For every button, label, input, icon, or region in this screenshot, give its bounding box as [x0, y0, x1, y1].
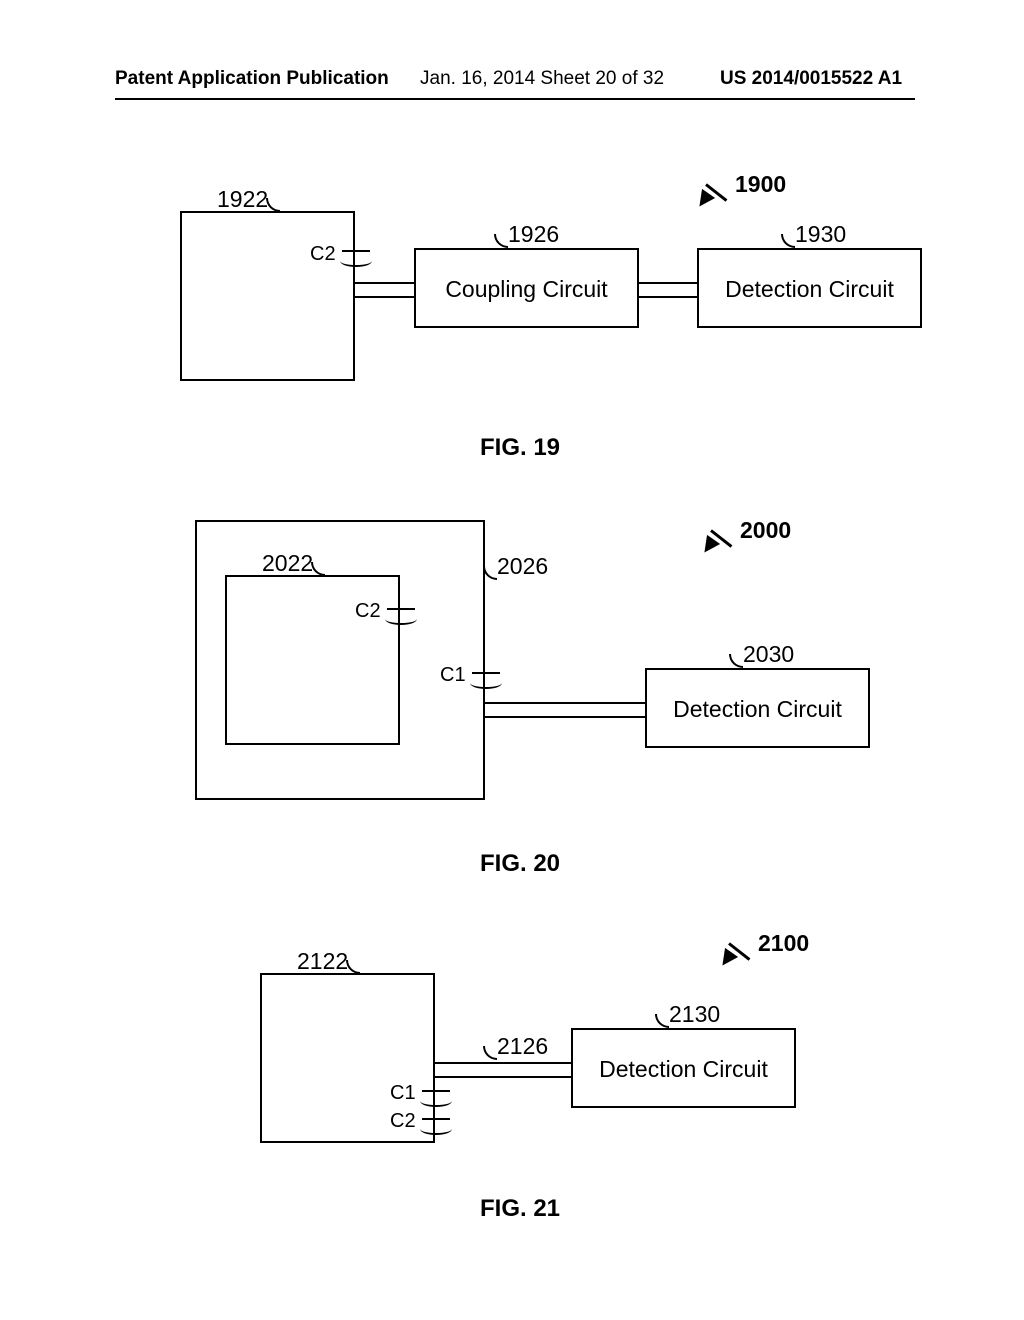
conn-2122-2130-top — [435, 1062, 571, 1064]
ref-1926: 1926 — [508, 221, 559, 248]
callout-2126 — [483, 1046, 497, 1060]
cap-c2-label-fig20: C2 — [355, 600, 381, 623]
conn-2026-2030-bot — [485, 716, 645, 718]
conn-1926-1930-top — [639, 282, 697, 284]
box-detection-2030: Detection Circuit — [645, 668, 870, 748]
conn-1922-1926-top — [355, 282, 414, 284]
page: Patent Application Publication Jan. 16, … — [0, 0, 1024, 1320]
fig21-caption: FIG. 21 — [480, 1195, 560, 1223]
box-coupling-label: Coupling Circuit — [416, 276, 637, 303]
callout-1926 — [494, 234, 508, 248]
fig19-caption: FIG. 19 — [480, 434, 560, 462]
box-coupling-1926: Coupling Circuit — [414, 248, 639, 328]
conn-2122-2130-bot — [435, 1076, 571, 1078]
ref-2122: 2122 — [297, 948, 348, 975]
cap-c1-label-fig21: C1 — [390, 1082, 416, 1105]
box-detection-1930: Detection Circuit — [697, 248, 922, 328]
arrow-head-1900 — [693, 189, 715, 211]
box-detection-2130: Detection Circuit — [571, 1028, 796, 1108]
box-detection-label-21: Detection Circuit — [573, 1056, 794, 1083]
ref-2022: 2022 — [262, 550, 313, 577]
ref-2100: 2100 — [758, 930, 809, 957]
conn-1922-1926-bot — [355, 296, 414, 298]
header-left: Patent Application Publication — [115, 68, 389, 90]
ref-1930: 1930 — [795, 221, 846, 248]
conn-1926-1930-bot — [639, 296, 697, 298]
conn-2026-2030-top — [485, 702, 645, 704]
ref-2030: 2030 — [743, 641, 794, 668]
ref-1900: 1900 — [735, 171, 786, 198]
header-center: Jan. 16, 2014 Sheet 20 of 32 — [420, 68, 664, 90]
arrow-head-2100 — [716, 948, 738, 970]
fig20-caption: FIG. 20 — [480, 850, 560, 878]
cap-c1-label-fig20: C1 — [440, 664, 466, 687]
ref-2000: 2000 — [740, 517, 791, 544]
ref-2126: 2126 — [497, 1033, 548, 1060]
callout-2030 — [729, 654, 743, 668]
ref-2026: 2026 — [497, 553, 548, 580]
ref-1922: 1922 — [217, 186, 268, 213]
cap-c2-label-fig21: C2 — [390, 1110, 416, 1133]
box-detection-label-20: Detection Circuit — [647, 696, 868, 723]
ref-2130: 2130 — [669, 1001, 720, 1028]
box-detection-label-19: Detection Circuit — [699, 276, 920, 303]
cap-c2-label-fig19: C2 — [310, 243, 336, 266]
callout-1930 — [781, 234, 795, 248]
box-1922 — [180, 211, 355, 381]
header-right: US 2014/0015522 A1 — [720, 68, 902, 90]
callout-2026 — [483, 566, 497, 580]
callout-2130 — [655, 1014, 669, 1028]
header-rule — [115, 98, 915, 100]
arrow-head-2000 — [698, 535, 720, 557]
